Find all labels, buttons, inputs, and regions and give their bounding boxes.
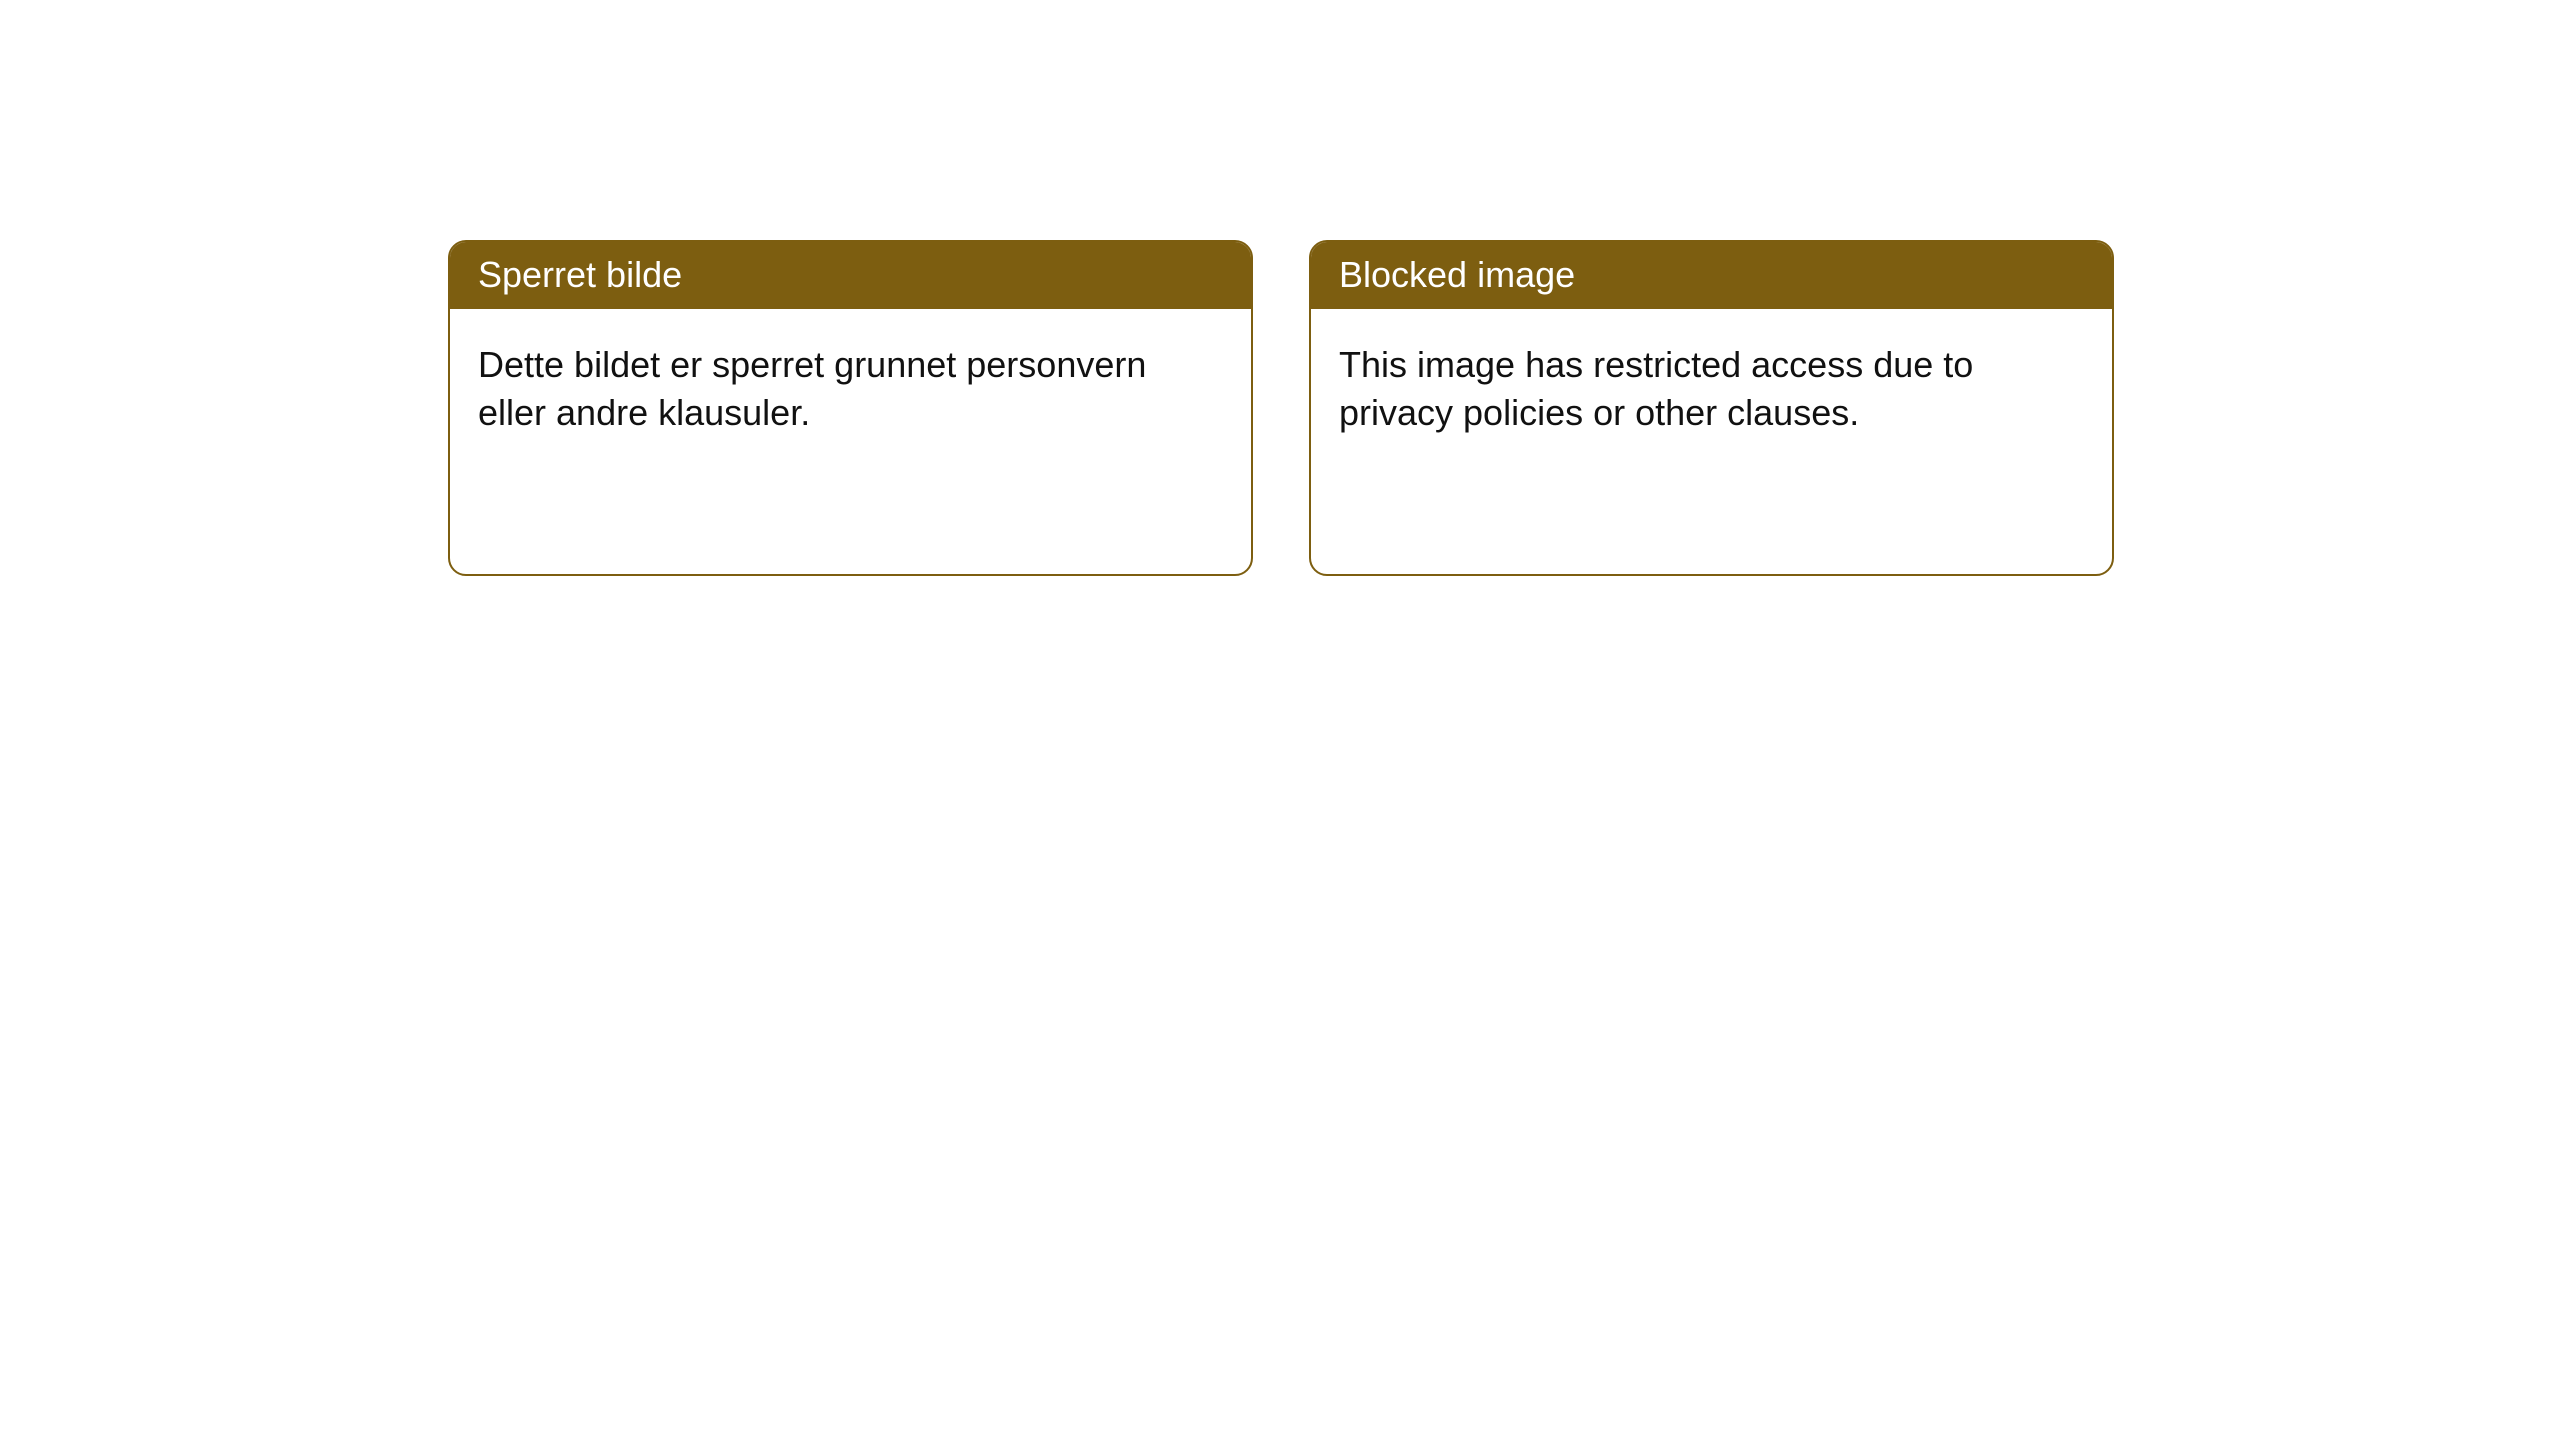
notice-box-left: Sperret bilde Dette bildet er sperret gr… [448, 240, 1253, 576]
notice-body-right: This image has restricted access due to … [1311, 309, 2112, 470]
notice-container: Sperret bilde Dette bildet er sperret gr… [0, 0, 2560, 576]
notice-title-right: Blocked image [1311, 242, 2112, 309]
notice-body-left: Dette bildet er sperret grunnet personve… [450, 309, 1251, 470]
notice-box-right: Blocked image This image has restricted … [1309, 240, 2114, 576]
notice-title-left: Sperret bilde [450, 242, 1251, 309]
